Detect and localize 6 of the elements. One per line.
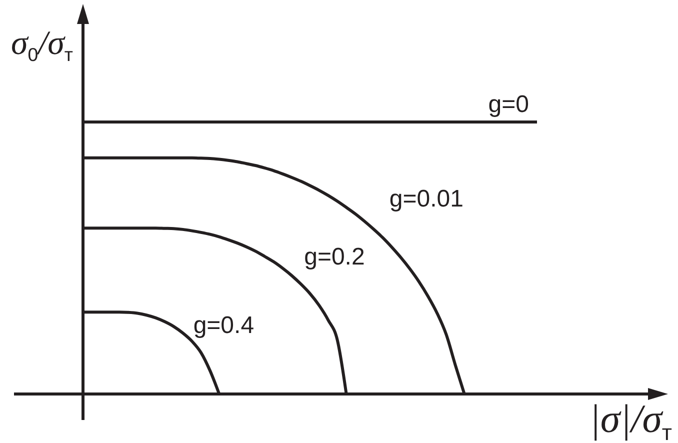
series-label: g=0 <box>488 91 529 118</box>
y-axis-title: σ$_{0}$/σ$_{т}$ <box>11 25 74 65</box>
series-label: g=0.4 <box>193 312 254 340</box>
series-label: g=0.01 <box>389 186 464 213</box>
x-axis-title: |σ|/σ$_{т}$ <box>589 396 672 443</box>
series-label: g=0.2 <box>304 243 365 270</box>
